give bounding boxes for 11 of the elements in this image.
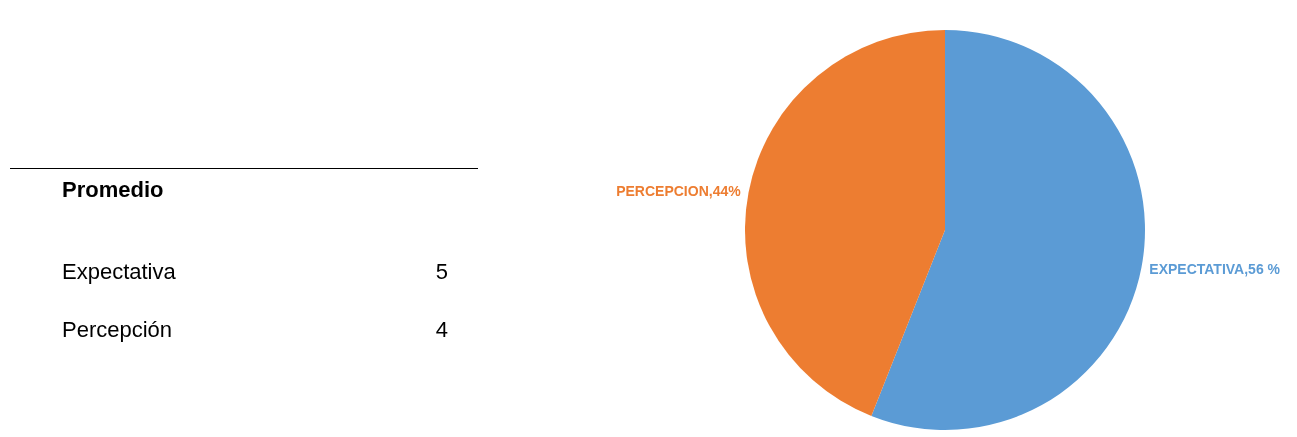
data-label: ,44% [708, 183, 742, 200]
slice-label: EXPECTATIVA [1149, 260, 1245, 277]
data-label: 4 [435, 317, 448, 343]
category-label: Expectativa [62, 259, 176, 285]
slice-label: PERCEPCION [616, 183, 709, 200]
data-label: ,56 % [1244, 260, 1281, 277]
pie-slice [871, 30, 1145, 430]
category-label: Percepción [62, 317, 173, 343]
data-label: 5 [435, 259, 448, 285]
text: Promedio [10, 168, 478, 227]
pie-slice [745, 30, 945, 416]
